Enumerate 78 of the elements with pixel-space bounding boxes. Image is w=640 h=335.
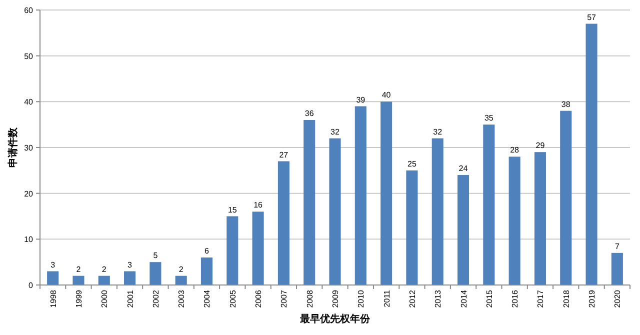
x-tick-label: 1999 — [74, 289, 84, 308]
x-tick-label: 2015 — [484, 289, 494, 308]
x-tick-label: 2004 — [202, 289, 212, 308]
bar — [150, 262, 162, 285]
x-tick-label: 2001 — [126, 289, 135, 308]
x-tick-label: 2006 — [254, 289, 264, 308]
bar — [124, 271, 136, 285]
bar — [457, 175, 470, 285]
bar — [586, 24, 598, 285]
data-label: 6 — [204, 246, 210, 256]
bar — [304, 120, 316, 285]
y-tick-label: 20 — [24, 189, 34, 198]
x-tick-label: 2020 — [613, 289, 622, 308]
data-label: 5 — [153, 251, 158, 260]
x-tick-label: 2007 — [280, 289, 289, 308]
data-label: 28 — [510, 146, 520, 155]
bar — [483, 124, 495, 285]
x-tick-label: 2018 — [562, 289, 571, 308]
bar — [72, 276, 84, 285]
x-tick-label: 1998 — [48, 289, 58, 308]
x-tick-label: 2011 — [382, 289, 392, 308]
data-label: 2 — [178, 264, 184, 274]
data-label: 16 — [254, 200, 264, 210]
x-tick-label: 2016 — [510, 289, 520, 308]
x-tick-label: 2017 — [536, 289, 546, 308]
bar — [226, 216, 238, 285]
bar — [329, 138, 341, 285]
bar — [200, 258, 213, 285]
y-tick-label: 50 — [24, 52, 34, 61]
bar — [534, 152, 546, 285]
data-label: 2 — [102, 264, 107, 274]
data-label: 3 — [128, 260, 133, 270]
data-label: 2 — [76, 264, 82, 274]
data-label: 38 — [561, 100, 571, 109]
data-label: 24 — [458, 164, 468, 173]
bar — [560, 110, 572, 285]
bar — [380, 102, 392, 285]
data-label: 32 — [330, 127, 340, 136]
bar — [611, 252, 623, 285]
data-label: 7 — [614, 242, 620, 251]
y-tick-label: 60 — [24, 6, 34, 15]
data-label: 3 — [50, 260, 56, 270]
data-label: 35 — [484, 114, 494, 123]
x-tick-label: 2009 — [331, 289, 340, 308]
x-tick-label: 2002 — [151, 289, 160, 308]
data-label: 57 — [587, 12, 597, 22]
bar — [252, 212, 264, 285]
x-tick-label: 2014 — [459, 289, 468, 308]
x-tick-label: 2003 — [177, 289, 186, 308]
bar — [432, 138, 444, 285]
y-tick-label: 30 — [24, 144, 34, 152]
data-label: 15 — [228, 205, 238, 214]
bar — [406, 170, 418, 285]
bar — [278, 161, 290, 285]
data-label: 39 — [356, 95, 366, 104]
x-tick-label: 2010 — [356, 289, 366, 308]
bar — [354, 106, 366, 285]
x-tick-label: 2000 — [100, 289, 110, 308]
data-label: 36 — [304, 109, 314, 118]
data-label: 29 — [536, 141, 546, 150]
y-tick-label: 10 — [24, 235, 34, 244]
data-label: 40 — [382, 90, 392, 100]
data-label: 25 — [408, 159, 417, 168]
bar — [508, 156, 520, 285]
bar — [47, 271, 59, 285]
y-tick-label: 40 — [24, 98, 34, 107]
x-tick-label: 2012 — [408, 289, 417, 308]
y-axis-title: 申请件数 — [7, 126, 19, 168]
bar — [175, 276, 187, 285]
x-axis-title: 最早优先权年份 — [299, 313, 371, 325]
x-tick-label: 2019 — [588, 289, 597, 308]
x-tick-label: 2008 — [305, 289, 314, 308]
x-tick-label: 2005 — [228, 289, 238, 308]
y-tick-label: 0 — [28, 281, 34, 290]
data-label: 27 — [279, 150, 289, 160]
data-label: 32 — [433, 127, 443, 136]
bar — [98, 276, 110, 285]
x-tick-label: 2013 — [434, 289, 443, 308]
